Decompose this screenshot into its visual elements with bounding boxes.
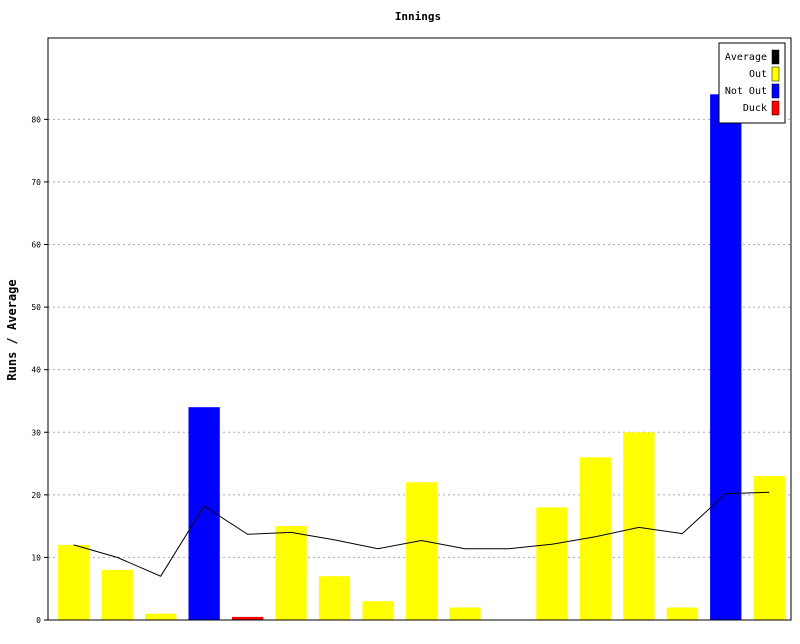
bar-not-out <box>188 407 220 620</box>
average-line-layer <box>73 491 770 577</box>
bar-out <box>275 526 307 620</box>
chart-title: Innings <box>395 10 441 23</box>
average-line <box>73 491 770 577</box>
y-tick-label: 50 <box>31 303 41 312</box>
bar-out <box>623 432 655 620</box>
bar-out <box>405 482 438 620</box>
bar-out <box>58 544 90 620</box>
y-tick-label: 70 <box>31 178 41 187</box>
bar-out <box>753 476 785 620</box>
bar-out <box>145 613 177 620</box>
legend-label: Out <box>749 69 767 80</box>
legend-swatch <box>771 66 780 82</box>
axes-layer: 0 10 20 30 40 50 60 70 80 <box>31 37 792 625</box>
y-tick-label: 40 <box>31 366 41 375</box>
y-axis-label: Runs / Average <box>5 279 19 380</box>
y-tick-label: 20 <box>31 491 41 500</box>
bar-duck <box>232 616 264 620</box>
y-tick-label: 0 <box>36 616 41 625</box>
bar-out <box>318 576 351 620</box>
bar-not-out <box>710 94 742 621</box>
bar-out <box>101 569 133 620</box>
bars-layer <box>58 94 785 621</box>
legend-swatch <box>771 100 780 116</box>
plot-frame <box>47 37 792 621</box>
bar-out <box>536 507 568 620</box>
legend-swatch <box>771 83 780 99</box>
y-tick-label: 30 <box>31 428 41 437</box>
legend-label: Not Out <box>725 86 767 97</box>
y-tick-label: 80 <box>31 115 41 124</box>
legend-label: Average <box>725 52 767 63</box>
legend-swatch <box>771 49 780 65</box>
bar-out <box>449 607 481 620</box>
legend: Average Out Not Out Duck <box>718 42 786 124</box>
legend-label: Duck <box>743 103 767 114</box>
y-tick-label: 60 <box>31 241 41 250</box>
bar-out <box>666 607 698 620</box>
y-tick-label: 10 <box>31 553 41 562</box>
bar-out <box>362 601 394 620</box>
